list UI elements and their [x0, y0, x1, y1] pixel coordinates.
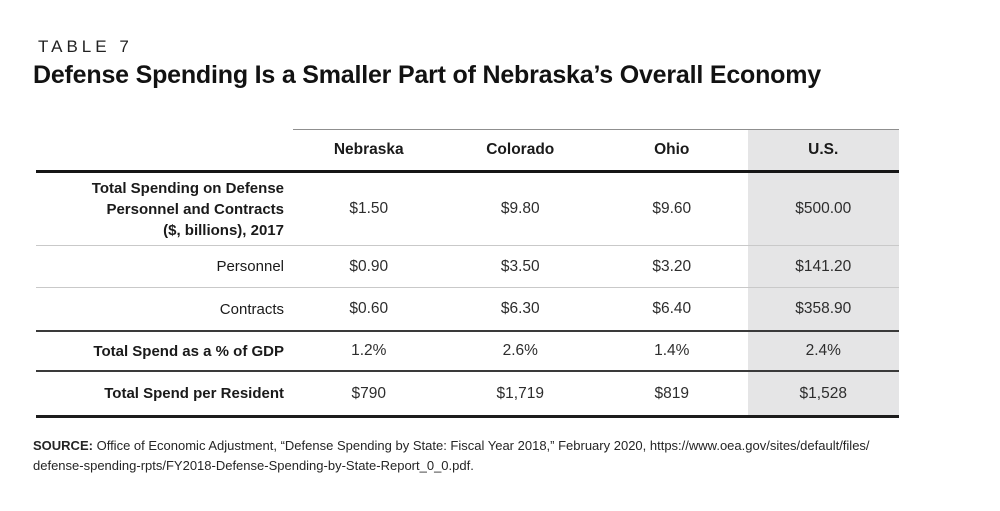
column-header-ohio: Ohio	[596, 129, 748, 173]
defense-spending-table: Nebraska Colorado Ohio U.S. Total Spendi…	[36, 129, 899, 418]
value-cell-gdp-nebraska: 1.2%	[293, 332, 445, 372]
value-cell-personnel-nebraska: $0.90	[293, 246, 445, 288]
table-title: Defense Spending Is a Smaller Part of Ne…	[33, 61, 821, 89]
table-kicker: TABLE 7	[38, 37, 133, 56]
value-cell-contracts-us: $358.90	[747, 288, 899, 332]
value-cell-personnel-us: $141.20	[747, 246, 899, 288]
value-cell-total-us: $500.00	[747, 173, 899, 246]
value-cell-resident-us: $1,528	[747, 372, 899, 418]
value-cell-resident-colorado: $1,719	[444, 372, 596, 418]
row-label-pct-gdp: Total Spend as a % of GDP	[36, 332, 293, 372]
source-text: Office of Economic Adjustment, “Defense …	[96, 438, 870, 453]
value-cell-gdp-colorado: 2.6%	[444, 332, 596, 372]
row-label-total-spending: Total Spending on Defense Personnel and …	[36, 173, 293, 246]
value-cell-total-colorado: $9.80	[444, 173, 596, 246]
source-label: SOURCE:	[33, 438, 93, 453]
source-line-1: SOURCE: Office of Economic Adjustment, “…	[33, 436, 983, 456]
header-spacer-cell	[36, 129, 293, 173]
value-cell-personnel-ohio: $3.20	[596, 246, 748, 288]
column-header-nebraska: Nebraska	[293, 129, 445, 173]
source-line-2: defense-spending-rpts/FY2018-Defense-Spe…	[33, 458, 474, 473]
row-label-per-resident: Total Spend per Resident	[36, 372, 293, 418]
value-cell-contracts-colorado: $6.30	[444, 288, 596, 332]
value-cell-contracts-ohio: $6.40	[596, 288, 748, 332]
column-header-colorado: Colorado	[444, 129, 596, 173]
value-cell-contracts-nebraska: $0.60	[293, 288, 445, 332]
row-label-personnel: Personnel	[36, 246, 293, 288]
value-cell-total-nebraska: $1.50	[293, 173, 445, 246]
value-cell-gdp-us: 2.4%	[747, 332, 899, 372]
value-cell-gdp-ohio: 1.4%	[596, 332, 748, 372]
source-note: SOURCE: Office of Economic Adjustment, “…	[33, 436, 983, 476]
value-cell-resident-ohio: $819	[596, 372, 748, 418]
column-header-us: U.S.	[747, 129, 899, 173]
value-cell-total-ohio: $9.60	[596, 173, 748, 246]
value-cell-personnel-colorado: $3.50	[444, 246, 596, 288]
row-label-contracts: Contracts	[36, 288, 293, 332]
value-cell-resident-nebraska: $790	[293, 372, 445, 418]
